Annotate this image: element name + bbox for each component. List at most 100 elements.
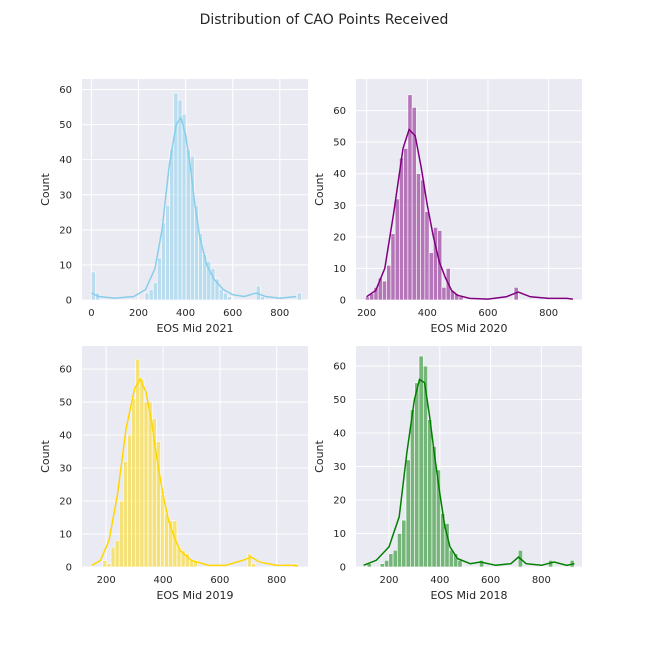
histogram-bar [135,358,141,568]
histogram-bar [177,99,183,301]
y-tick-label: 60 [59,85,72,96]
y-tick-label: 10 [333,529,346,540]
histogram-bar [410,409,415,568]
histogram-bar [427,419,433,568]
y-tick-label: 30 [333,201,346,212]
y-tick-label: 50 [333,138,346,149]
histogram-bar [384,560,390,568]
histogram-bar [139,378,145,568]
kde-line [363,378,575,567]
histogram-bar [416,173,421,301]
histogram-bar [414,382,420,568]
x-axis-label: EOS Mid 2020 [430,322,507,335]
histogram-bar [405,459,411,568]
x-tick-label: 400 [418,308,437,319]
x-tick-label: 800 [532,575,551,586]
y-tick-label: 0 [66,563,72,574]
x-tick-label: 600 [223,308,242,319]
y-tick-label: 30 [59,190,72,201]
subplot-top-left: 0 200 400 600 800 0 10 20 30 40 50 60 EOS Mid 2021 Co… [39,79,308,335]
x-tick-label: 400 [430,575,449,586]
y-tick-label: 0 [340,296,346,307]
y-tick-label: 30 [333,462,346,473]
figure-title: Distribution of CAO Points Received [200,12,449,28]
histogram-bar [102,560,108,568]
x-tick-label: 800 [267,575,286,586]
histogram-bar [448,549,454,568]
x-tick-label: 0 [88,308,94,319]
y-tick-label: 0 [340,563,346,574]
histogram-bar [441,287,447,301]
x-tick-label: 200 [379,575,398,586]
histogram-bar [437,230,443,301]
y-tick-label: 50 [333,395,346,406]
histogram-bar [365,296,370,301]
histogram-bar [457,560,463,568]
histogram-bar [227,296,232,301]
x-axis-label: EOS Mid 2021 [156,322,233,335]
y-tick-label: 20 [333,232,346,243]
kde-line [91,377,299,567]
histogram-bar [164,513,170,568]
y-tick-label: 10 [333,264,346,275]
histogram-bar [251,563,256,568]
x-tick-label: 600 [210,575,229,586]
histogram-bar [165,204,170,301]
histogram-bar [106,563,112,568]
histogram-bar [118,500,124,568]
x-tick-label: 400 [176,308,195,319]
y-tick-label: 40 [333,429,346,440]
histogram-bar [388,553,394,568]
histogram-bar [127,434,132,568]
histogram-bar [407,94,413,301]
kde-line [91,115,297,299]
histogram-bar [397,533,403,568]
x-tick-label: 200 [129,308,148,319]
x-tick-label: 600 [481,575,500,586]
plot-background [356,346,582,567]
y-tick-label: 40 [333,169,346,180]
y-tick-label: 30 [59,464,72,475]
histogram-bar [172,520,178,568]
x-tick-label: 800 [270,308,289,319]
histogram-bar [152,282,158,301]
histogram-bar [160,494,165,568]
histogram-bar [403,148,409,301]
kde-line [366,128,573,300]
histogram-bar [131,398,137,568]
histogram-bar [479,560,485,568]
subplot-top-right: 200 400 600 800 0 10 20 30 40 50 60 EOS Mid 2020 Cou… [313,79,582,335]
histogram-bar [185,148,191,301]
x-tick-label: 400 [153,575,172,586]
y-tick-label: 40 [59,155,72,166]
histogram-bar [143,401,149,568]
histogram-bar [123,461,128,568]
y-tick-label: 20 [59,225,72,236]
histogram-bar [157,257,162,301]
histogram-bar [91,271,96,301]
histogram-bar [161,222,166,301]
subplot-bottom-left: 200 400 600 800 0 10 20 30 40 50 60 EOS Mid 2019 Cou… [39,346,308,602]
x-tick-label: 200 [97,575,116,586]
y-tick-label: 10 [59,260,72,271]
histogram-bar [110,546,116,568]
histogram-bar [424,211,430,301]
histogram-bar [392,549,398,568]
histogram-bar [401,519,407,568]
histogram-bar [297,292,302,301]
histogram-bar [394,198,400,301]
histogram-bar [247,553,252,568]
y-tick-label: 60 [333,362,346,373]
histogram-bar [169,148,175,301]
histogram-bar [458,296,464,301]
histogram-bar [222,292,228,301]
x-axis-label: EOS Mid 2018 [430,589,507,602]
histogram-bar [193,560,198,568]
y-axis-label: Count [39,172,52,205]
x-tick-label: 200 [357,308,376,319]
y-axis-label: Count [313,172,326,205]
y-tick-label: 0 [66,296,72,307]
y-tick-label: 10 [59,530,72,541]
